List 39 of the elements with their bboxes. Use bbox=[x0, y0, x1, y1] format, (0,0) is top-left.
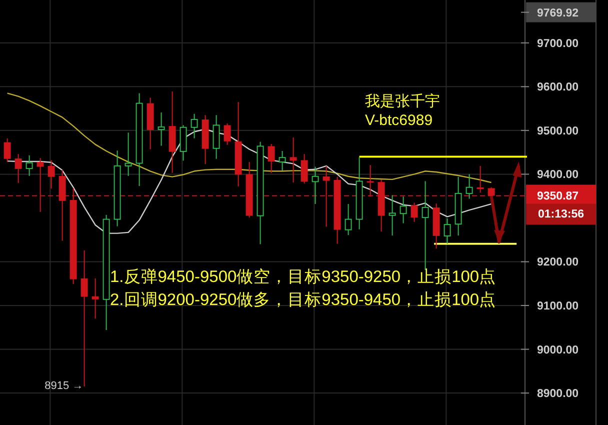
y-tick-label: 9400.00 bbox=[537, 169, 579, 182]
y-tick-label: 9200.00 bbox=[537, 256, 579, 269]
candlestick bbox=[278, 150, 286, 172]
y-tick-label: 9100.00 bbox=[537, 300, 579, 313]
annotation: V-btc6989 bbox=[365, 112, 433, 129]
y-tick-label: 9500.00 bbox=[537, 125, 579, 138]
candlestick bbox=[388, 194, 396, 236]
y-tick-label: 9769.92 bbox=[537, 7, 579, 20]
candlestick bbox=[224, 122, 231, 146]
candlestick bbox=[466, 174, 473, 200]
annotation: 8915 → bbox=[44, 380, 84, 392]
candlestick bbox=[80, 250, 88, 387]
candlestick bbox=[212, 114, 220, 160]
candlestick bbox=[290, 136, 297, 184]
candlestick bbox=[48, 160, 55, 190]
ref-line-label: 9350.87 bbox=[537, 190, 579, 203]
annotation: 我是张千宇 bbox=[365, 93, 440, 110]
candlestick bbox=[400, 196, 407, 224]
annotation: 2.回调9200-9250做多，目标9350-9450，止损100点 bbox=[110, 290, 496, 309]
candlestick bbox=[444, 218, 451, 244]
y-tick-label: 9000.00 bbox=[537, 344, 579, 356]
y-tick-label: 9600.00 bbox=[537, 82, 579, 94]
candlestick bbox=[4, 138, 11, 162]
candlestick bbox=[410, 202, 418, 222]
candlestick bbox=[268, 144, 275, 174]
candlestick bbox=[190, 113, 198, 139]
candlestick bbox=[92, 278, 99, 320]
y-tick-label: 8900.00 bbox=[537, 388, 579, 400]
candlestick bbox=[312, 166, 319, 204]
text: 01:13:56 bbox=[538, 208, 584, 221]
candlestick bbox=[26, 154, 33, 176]
candlestick bbox=[300, 154, 308, 184]
candlestick bbox=[344, 203, 352, 236]
y-tick-label: 9700.00 bbox=[537, 38, 579, 50]
annotation: 1.反弹9450-9500做空，目标9350-9250，止损100点 bbox=[110, 267, 496, 286]
line-series bbox=[6, 92, 492, 184]
candlestick bbox=[14, 154, 22, 184]
candlestick bbox=[158, 112, 165, 146]
candlestick bbox=[124, 132, 132, 176]
